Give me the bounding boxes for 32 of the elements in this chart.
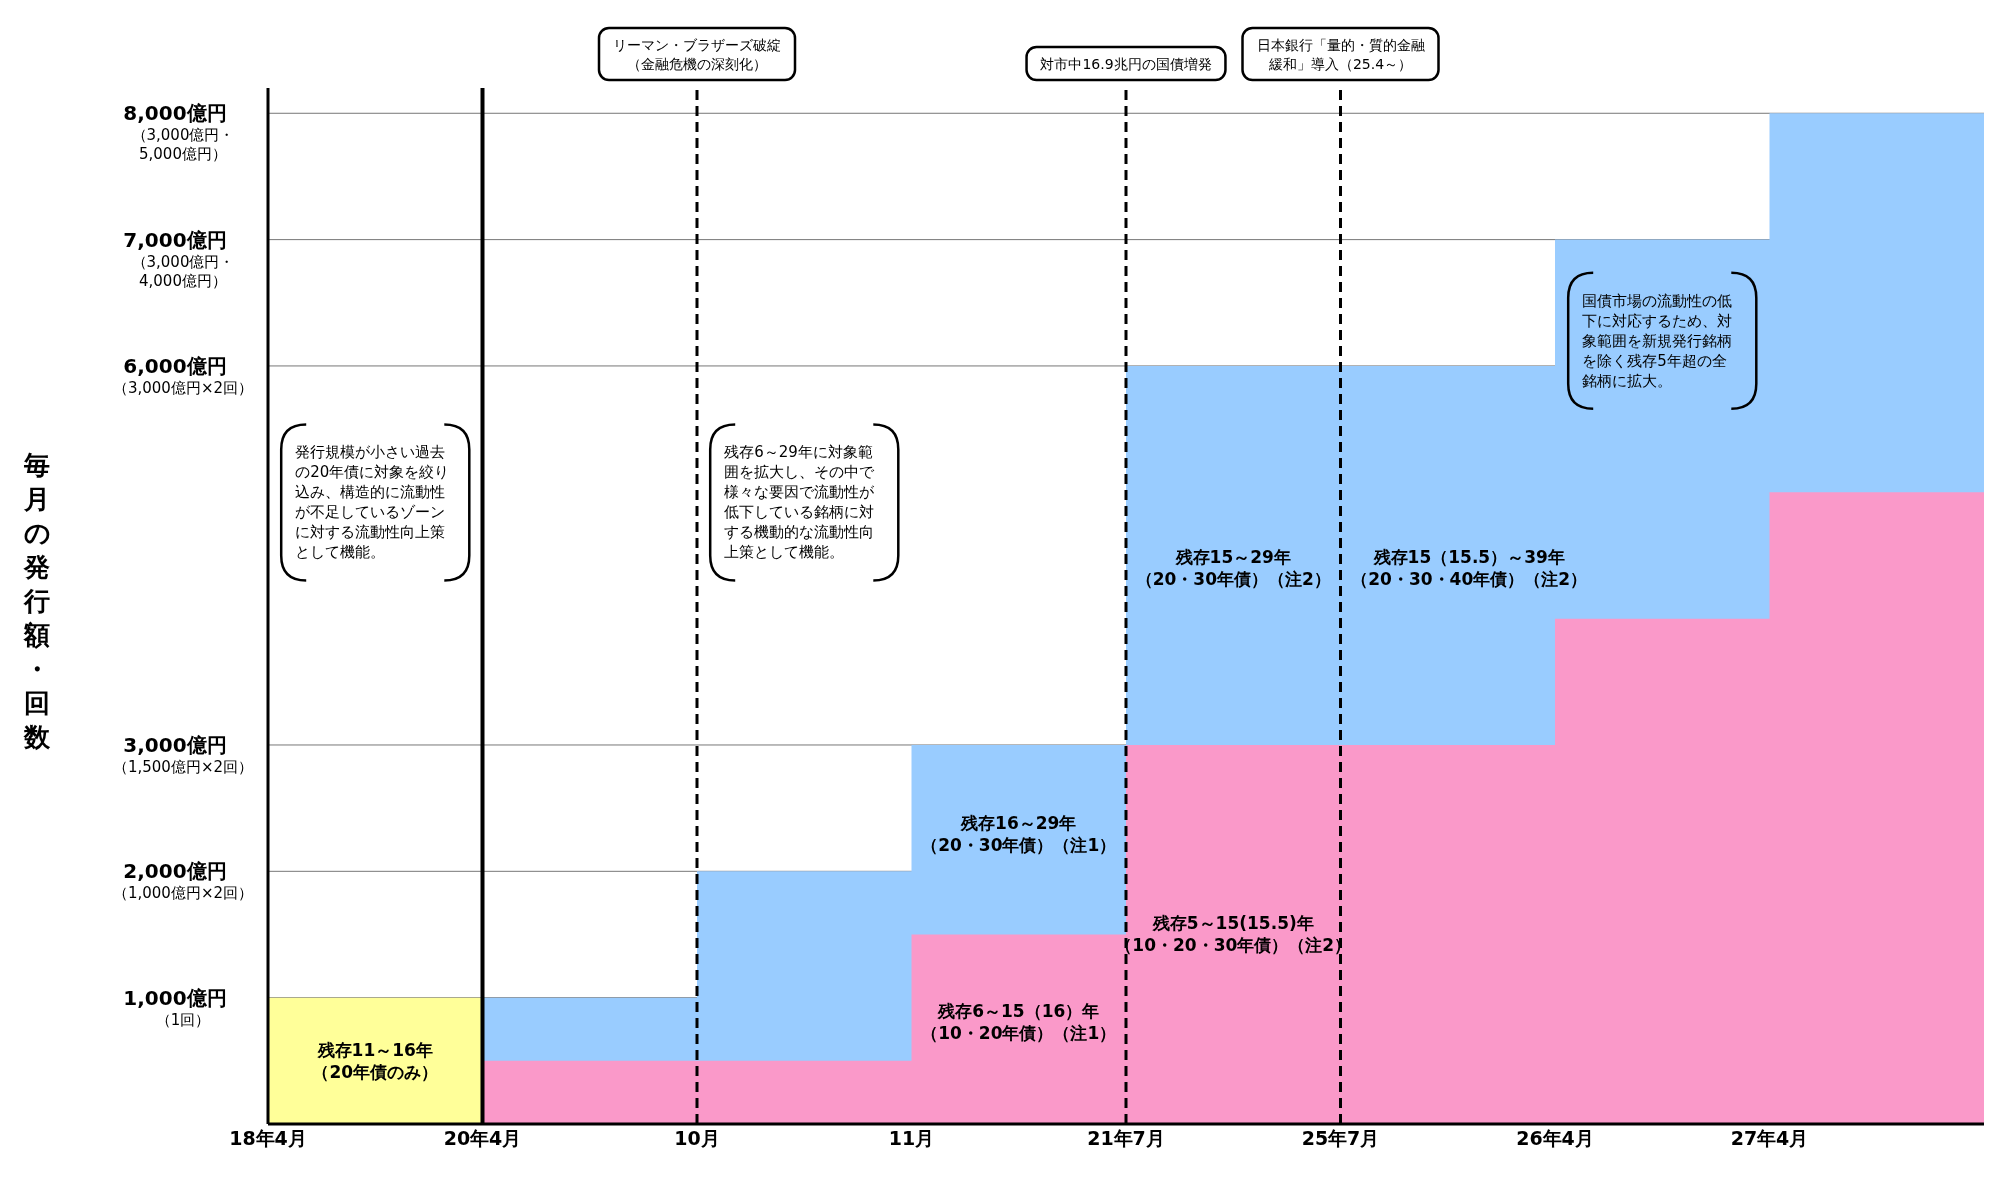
- annotation: 残存6～29年に対象範囲を拡大し、その中で様々な要因で流動性が低下している銘柄に対する機動的な流動性向上策として機能。: [724, 443, 876, 562]
- annotation: 残存11～16年（20年債のみ）: [312, 1039, 439, 1082]
- text: 毎月の発行額・回数: [23, 450, 51, 752]
- x-tick-label: 21年7月: [1087, 1127, 1165, 1150]
- x-tick-label: 27年4月: [1730, 1127, 1809, 1150]
- y-tick-label: 3,000億円: [123, 732, 227, 757]
- ref-line-label: 日本銀行「量的・質的金融緩和」導入（25.4～）: [1256, 36, 1425, 72]
- annotation: 発行規模が小さい過去の20年債に対象を絞り込み、構造的に流動性が不足しているゾーンに対する流動性向上策として機能。: [295, 443, 450, 562]
- ref-line-label: 対市中16.9兆円の国債増発: [1040, 55, 1212, 72]
- y-tick-label: 1,000億円: [123, 985, 227, 1010]
- annotation: 残存6～15（16）年（10・20年債）（注1）: [921, 1001, 1117, 1044]
- text: （3,000億円・4,000億円）: [131, 252, 235, 290]
- x-tick-label: 26年4月: [1516, 1127, 1594, 1150]
- x-tick-label: 20年4月: [443, 1127, 522, 1150]
- y-tick-label: 6,000億円: [123, 353, 227, 378]
- annotation: 国債市場の流動性の低下に対応するため、対象範囲を新規発行銘柄を除く残存5年超の全銘柄に拡大。: [1582, 291, 1733, 390]
- text: （1,500億円×2回）: [112, 757, 254, 776]
- x-tick-label: 25年7月: [1301, 1127, 1380, 1150]
- annotation: 残存16～29年（20・30年債）（注1）: [921, 812, 1117, 855]
- y-tick-label: 7,000億円: [123, 227, 227, 252]
- x-tick-label: 10月: [674, 1127, 720, 1150]
- text: （1回）: [155, 1010, 211, 1029]
- y-tick-label: 8,000億円: [123, 101, 227, 126]
- text: （1,000億円×2回）: [112, 884, 254, 903]
- y-tick-label: 2,000億円: [123, 859, 227, 884]
- text: （3,000億円×2回）: [112, 378, 254, 397]
- annotation: 残存15（15.5）～39年（20・30・40年債）（注2）: [1351, 546, 1588, 589]
- x-tick-label: 11月: [888, 1127, 935, 1150]
- ref-line-label: リーマン・ブラザーズ破綻（金融危機の深刻化）: [613, 36, 781, 72]
- text: （3,000億円・5,000億円）: [131, 126, 235, 164]
- annotation: 残存15～29年（20・30年債）（注2）: [1135, 546, 1331, 589]
- x-tick-label: 18年4月: [229, 1127, 307, 1150]
